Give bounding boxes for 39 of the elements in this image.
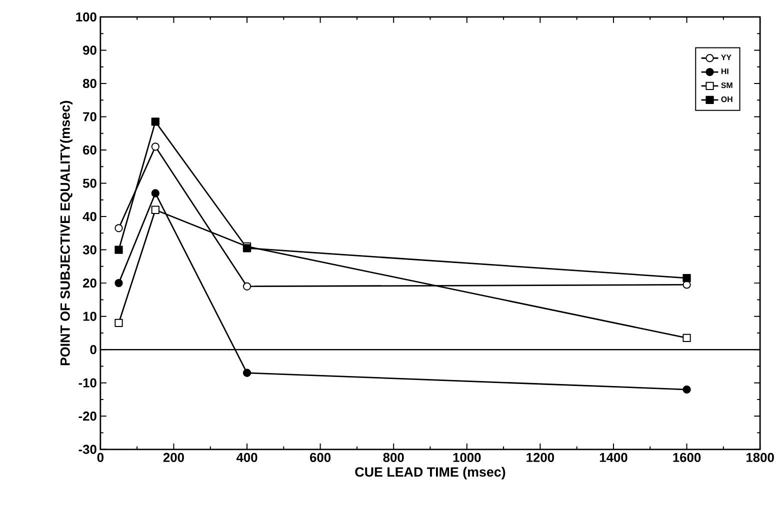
- point: [114, 278, 123, 288]
- point: [682, 334, 691, 342]
- y-tick-label: 40: [82, 212, 96, 222]
- y-tick-label: -20: [78, 411, 96, 421]
- y-tick-label: 80: [82, 78, 96, 88]
- x-tick-label: 1800: [746, 452, 774, 462]
- x-axis-title: CUE LEAD TIME (msec): [355, 466, 506, 480]
- x-tick-label: 800: [383, 452, 404, 462]
- y-axis-title: POINT OF SUBJECTIVE EQUALITY(msec): [60, 100, 73, 366]
- y-tick-label: 50: [82, 178, 96, 188]
- point: [151, 118, 160, 126]
- y-tick-label: 0: [90, 344, 96, 354]
- x-tick-label: 200: [163, 452, 184, 462]
- x-tick-label: 1200: [526, 452, 554, 462]
- y-tick-label: 70: [83, 112, 96, 122]
- point: [151, 206, 160, 214]
- x-tick-label: 1000: [453, 452, 481, 462]
- point: [242, 282, 252, 290]
- point: [682, 274, 691, 282]
- y-tick-label: -10: [78, 378, 96, 388]
- point: [114, 224, 123, 232]
- point: [682, 385, 691, 394]
- y-tick-label: -30: [78, 444, 96, 454]
- y-tick-label: 10: [83, 312, 96, 321]
- x-tick-label: 1600: [673, 452, 701, 462]
- y-tick-label: 90: [83, 46, 96, 55]
- x-tick-label: 0: [97, 452, 104, 462]
- point: [242, 368, 252, 377]
- point: [114, 318, 123, 327]
- x-tick-label: 1400: [600, 452, 628, 462]
- y-tick-label: 20: [83, 278, 96, 288]
- point: [114, 246, 123, 254]
- y-tick-label: 60: [83, 145, 96, 154]
- x-tick-label: 600: [310, 452, 331, 462]
- point: [151, 142, 160, 151]
- point: [151, 189, 160, 198]
- x-tick-label: 400: [236, 452, 258, 462]
- y-tick-label: 100: [76, 12, 96, 22]
- y-tick-label: 30: [82, 245, 96, 254]
